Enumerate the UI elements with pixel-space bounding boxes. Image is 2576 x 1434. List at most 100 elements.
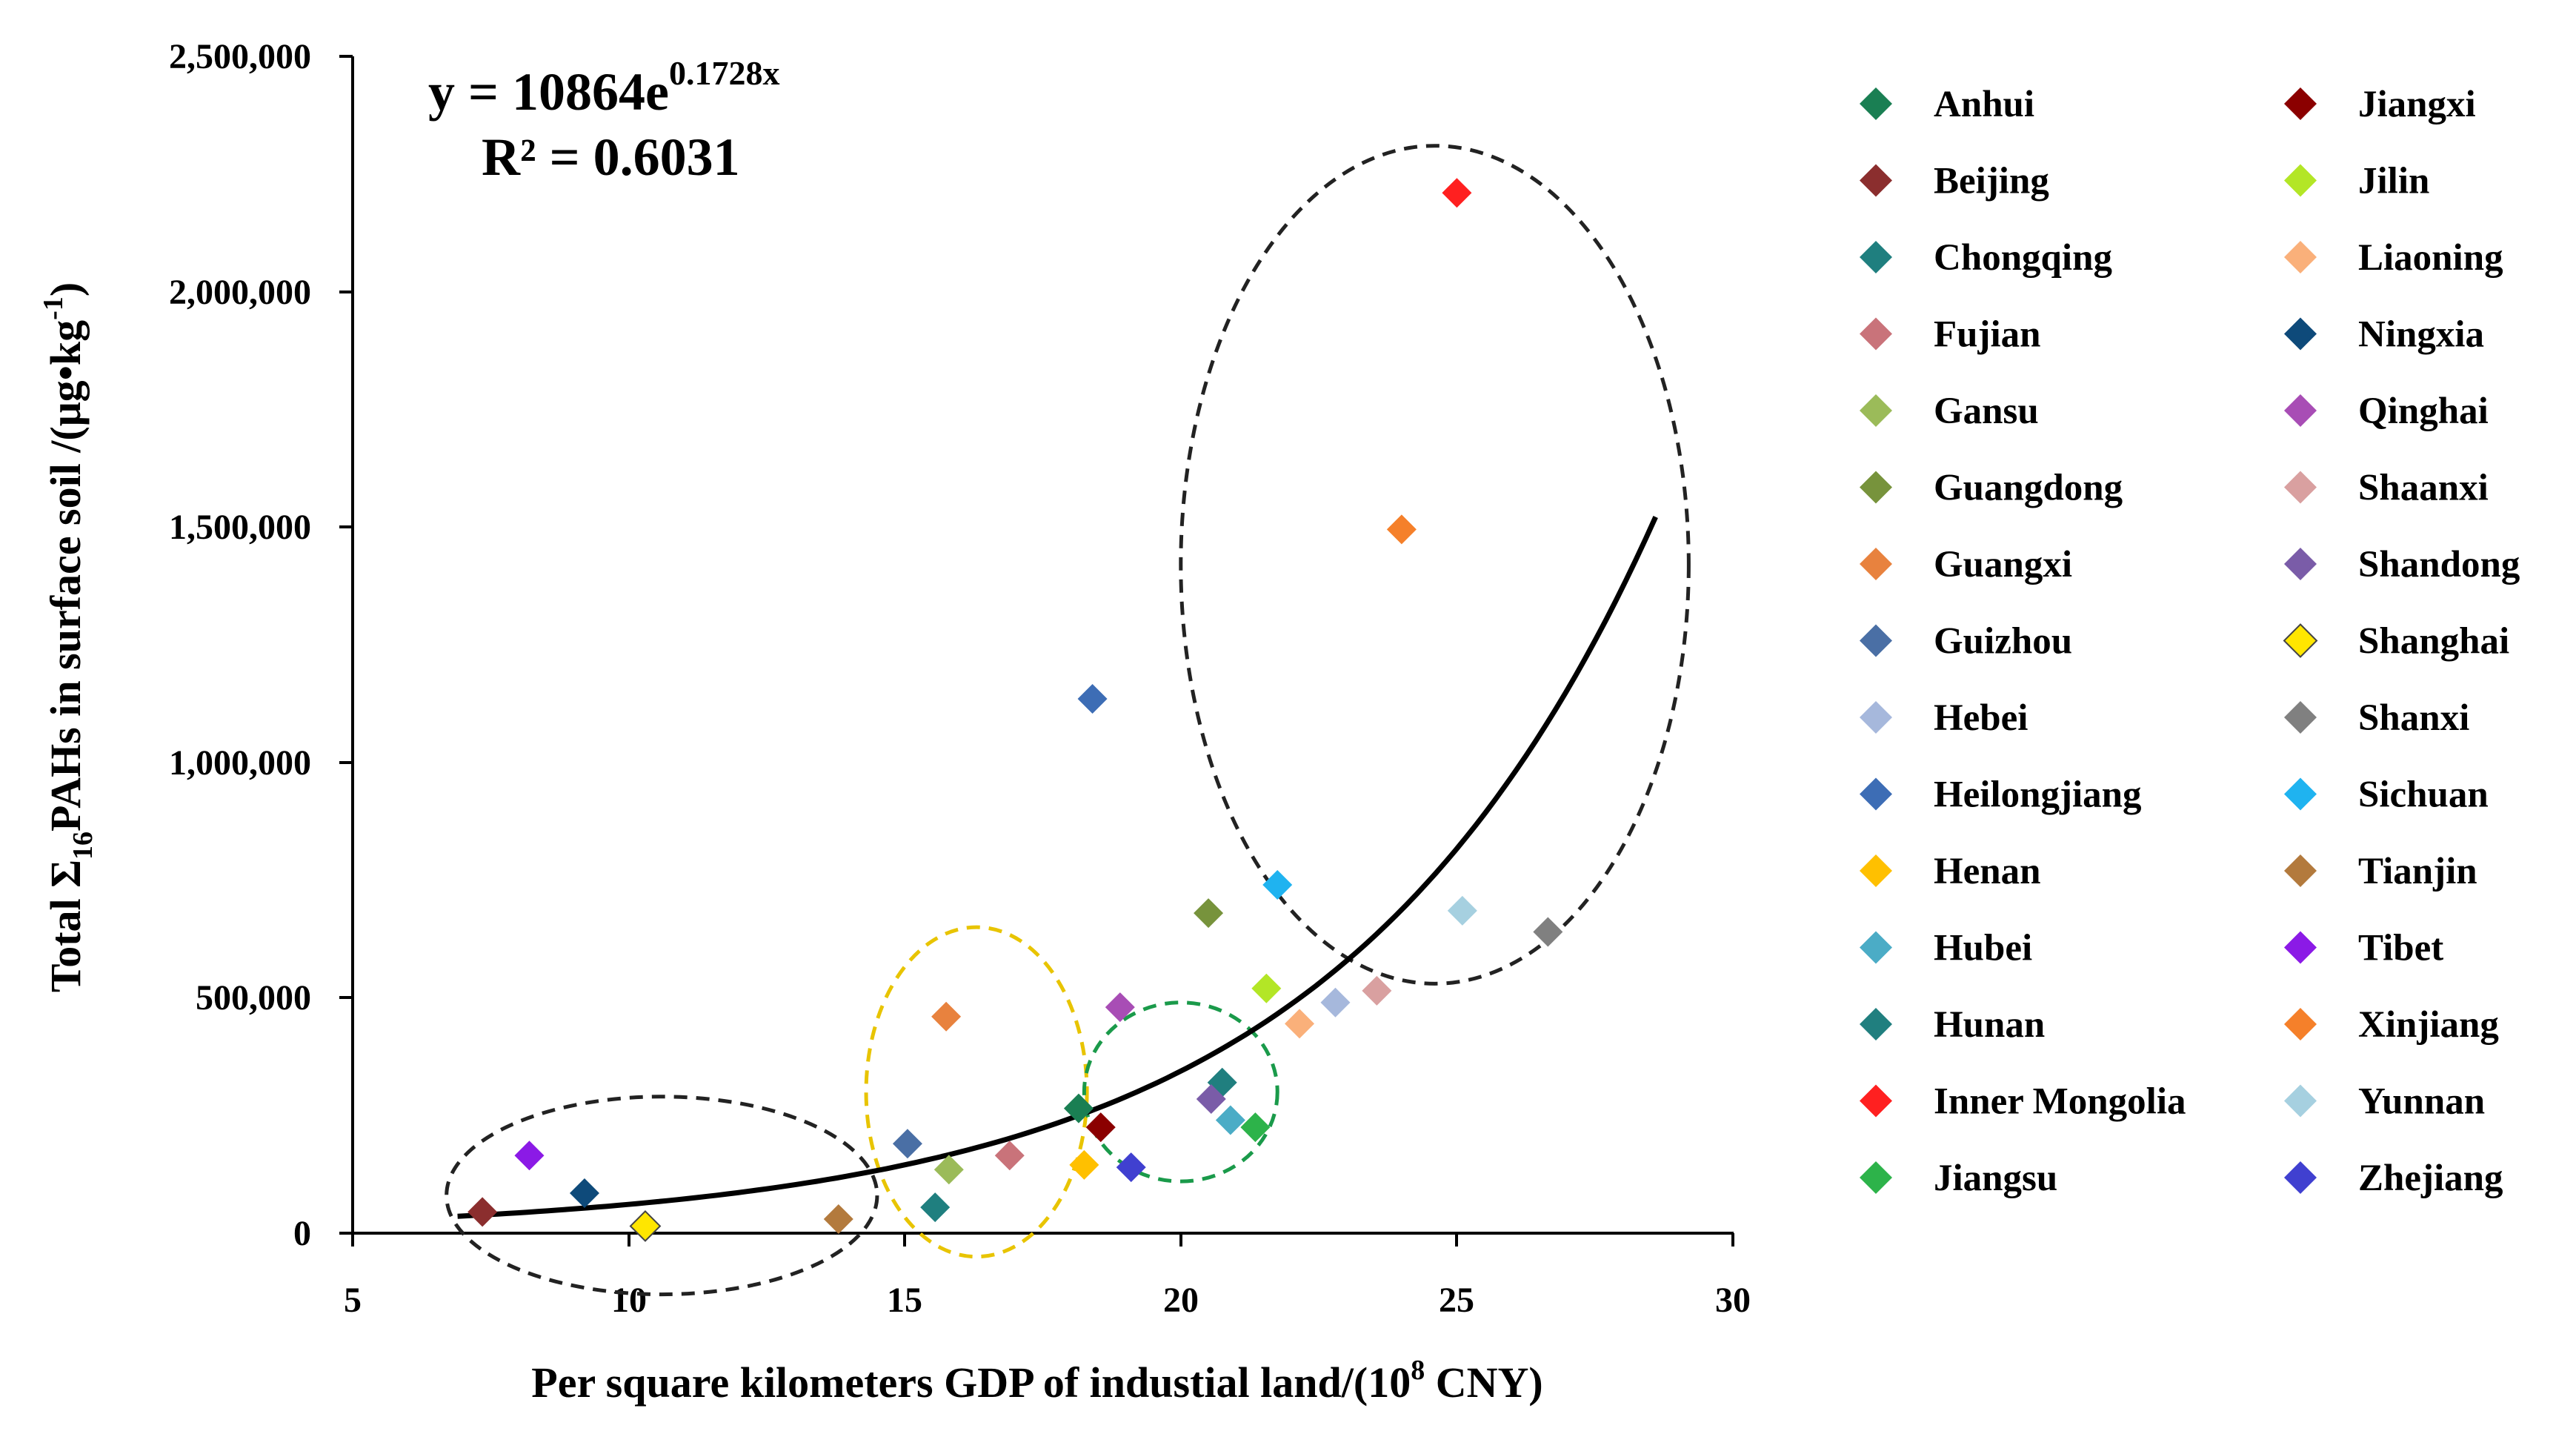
data-point-hebei	[1320, 987, 1351, 1018]
regression-equation: y = 10864e0.1728x	[428, 54, 779, 122]
data-point-gansu	[933, 1155, 964, 1185]
data-point-guizhou	[892, 1129, 922, 1159]
y-tick-label: 1,000,000	[169, 743, 311, 783]
legend-marker-shandong	[2284, 548, 2317, 580]
data-point-jiangxi	[1085, 1112, 1116, 1143]
legend-marker-hunan	[1860, 1008, 1892, 1040]
y-axis-title: Total Σ16PAHs in surface soil /(μg•kg-1)	[38, 282, 99, 992]
x-tick-label: 5	[344, 1281, 362, 1320]
data-point-shanxi	[1533, 917, 1563, 947]
data-point-jiangsu	[1240, 1112, 1271, 1143]
data-point-jilin	[1251, 973, 1282, 1003]
legend-label-liaoning: Liaoning	[2358, 237, 2503, 279]
data-point-tianjin	[823, 1204, 853, 1234]
data-point-beijing	[467, 1197, 498, 1227]
legend-marker-henan	[1860, 854, 1892, 887]
data-point-chongqing	[920, 1192, 951, 1223]
legend-marker-tibet	[2284, 931, 2317, 964]
legend-label-xinjiang: Xinjiang	[2358, 1004, 2499, 1046]
legend-marker-shanghai	[2283, 623, 2318, 658]
legend-label-fujian: Fujian	[1934, 314, 2041, 356]
legend-label-zhejiang: Zhejiang	[2358, 1158, 2503, 1199]
cluster-ellipses	[445, 144, 1691, 1297]
data-point-sichuan	[1262, 869, 1293, 900]
legend-marker-heilongjiang	[1860, 777, 1892, 811]
legend-label-tibet: Tibet	[2358, 928, 2443, 969]
legend-label-shanxi: Shanxi	[2358, 697, 2469, 739]
legend-label-shandong: Shandong	[2358, 544, 2520, 585]
y-tick-label: 2,000,000	[169, 273, 311, 312]
legend-marker-sichuan	[2284, 777, 2317, 811]
legend-label-guizhou: Guizhou	[1934, 621, 2072, 663]
data-point-hubei	[1215, 1105, 1245, 1135]
data-point-guangdong	[1194, 898, 1224, 929]
y-tick-label: 0	[293, 1214, 311, 1253]
legend-marker-beijing	[1860, 164, 1892, 197]
legend-marker-yunnan	[2284, 1084, 2317, 1118]
legend-label-sichuan: Sichuan	[2358, 774, 2489, 816]
legend-marker-shanxi	[2284, 701, 2317, 734]
legend-marker-ningxia	[2284, 317, 2317, 351]
legend-label-hubei: Hubei	[1934, 928, 2032, 969]
x-axis-title: Per square kilometers GDP of industial l…	[531, 1355, 1542, 1407]
legend-marker-shaanxi	[2284, 471, 2317, 504]
legend-label-ningxia: Ningxia	[2358, 314, 2484, 356]
trendline-layer	[457, 516, 1658, 1219]
legend-label-jiangsu: Jiangsu	[1934, 1158, 2057, 1199]
legend-marker-guizhou	[1860, 624, 1892, 657]
legend-label-beijing: Beijing	[1934, 161, 2049, 202]
legend-marker-jiangxi	[2284, 87, 2317, 120]
data-point-shandong	[1196, 1083, 1226, 1114]
legend-marker-gansu	[1860, 394, 1892, 427]
data-point-anhui	[1063, 1093, 1094, 1123]
legend-label-tianjin: Tianjin	[2358, 851, 2477, 892]
r-squared-label: R² = 0.6031	[482, 127, 740, 187]
legend-marker-jiangsu	[1860, 1161, 1892, 1194]
data-point-shanghai	[629, 1210, 662, 1242]
legend-label-jiangxi: Jiangxi	[2358, 84, 2476, 125]
data-point-zhejiang	[1116, 1152, 1146, 1183]
legend-label-hebei: Hebei	[1934, 697, 2028, 739]
data-point-henan	[1069, 1149, 1099, 1180]
legend-marker-jilin	[2284, 164, 2317, 197]
x-tick-label: 20	[1163, 1281, 1199, 1320]
cluster-ellipse-high	[1179, 144, 1691, 986]
data-point-shaanxi	[1362, 975, 1392, 1006]
legend-marker-hebei	[1860, 701, 1892, 734]
legend-label-chongqing: Chongqing	[1934, 237, 2112, 279]
legend-marker-guangdong	[1860, 471, 1892, 504]
legend-label-shaanxi: Shaanxi	[2358, 468, 2489, 509]
data-point-ningxia	[569, 1178, 599, 1209]
y-axis-ticks: 0 500,000 1,000,000 1,500,000 2,000,000 …	[169, 37, 353, 1253]
data-point-tibet	[514, 1141, 545, 1171]
y-tick-label: 2,500,000	[169, 37, 311, 76]
x-tick-label: 10	[611, 1281, 647, 1320]
data-point-xinjiang	[1386, 514, 1417, 545]
legend-marker-chongqing	[1860, 241, 1892, 273]
legend-label-yunnan: Yunnan	[2358, 1081, 2485, 1123]
data-point-liaoning	[1285, 1009, 1315, 1039]
cluster-ellipse-low	[445, 1095, 879, 1297]
legend-label-hunan: Hunan	[1934, 1004, 2045, 1046]
data-point-yunnan	[1447, 895, 1477, 926]
legend: Anhui Beijing Chongqing Fujian Gansu Guangdon…	[1860, 84, 2520, 1199]
data-point-qinghai	[1105, 992, 1135, 1023]
legend-marker-fujian	[1860, 317, 1892, 351]
legend-marker-guangxi	[1860, 548, 1892, 580]
y-tick-label: 500,000	[196, 978, 311, 1018]
legend-label-henan: Henan	[1934, 851, 2041, 892]
legend-label-gansu: Gansu	[1934, 391, 2039, 432]
legend-marker-zhejiang	[2284, 1161, 2317, 1194]
data-point-inner-mongolia	[1442, 178, 1472, 208]
legend-label-inner-mongolia: Inner Mongolia	[1934, 1081, 2186, 1123]
cluster-ellipse-mid-high	[1082, 1000, 1279, 1184]
data-point-fujian	[994, 1141, 1025, 1171]
legend-label-jilin: Jilin	[2358, 161, 2429, 202]
legend-label-guangdong: Guangdong	[1934, 468, 2123, 509]
legend-label-anhui: Anhui	[1934, 84, 2034, 125]
y-tick-label: 1,500,000	[169, 508, 311, 547]
x-axis-ticks: 5 10 15 20 25 30	[344, 1233, 1751, 1320]
trendline-curve	[457, 516, 1658, 1219]
x-tick-label: 30	[1715, 1281, 1751, 1320]
legend-marker-hubei	[1860, 931, 1892, 964]
